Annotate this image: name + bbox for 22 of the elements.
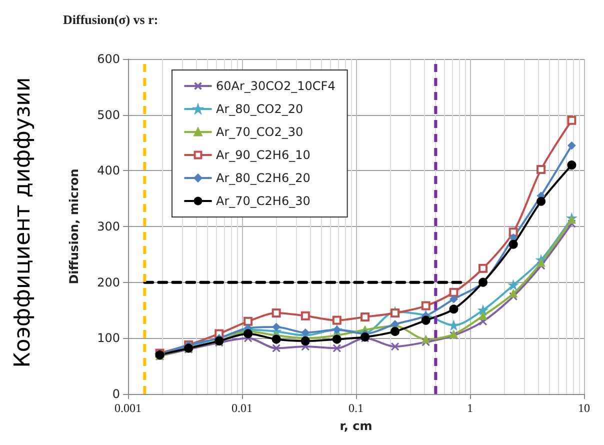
legend-label: Ar_70_C2H6_30: [216, 194, 310, 208]
y-tick-label: 200: [97, 275, 120, 290]
legend-label: Ar_80_CO2_20: [216, 102, 304, 116]
legend-label: 60Ar_30CO2_10CF4: [216, 79, 336, 93]
y-tick-label: 500: [97, 108, 120, 122]
text: Коэффициент диффузии: [10, 77, 36, 368]
y-tick-label: 0: [112, 387, 120, 401]
x-tick-label: 0.1: [348, 401, 364, 415]
y-tick-label: 600: [97, 52, 120, 66]
legend-label: Ar_80_C2H6_20: [216, 171, 310, 185]
y-axis-title: Diffusion, micron: [67, 168, 81, 284]
legend-label: Ar_70_CO2_30: [216, 125, 304, 139]
x-tick-label: 0.01: [232, 401, 252, 415]
x-tick-label: 10: [578, 401, 590, 415]
y-tick-label: 100: [97, 331, 120, 346]
y-tick-label: 300: [97, 220, 120, 234]
x-tick-label: 1: [467, 401, 473, 415]
chart-title: Diffusion(σ) vs r:: [63, 12, 158, 27]
legend-label: Ar_90_C2H6_10: [216, 148, 310, 162]
x-axis-title: r, cm: [340, 419, 372, 433]
y-tick-label: 400: [97, 164, 120, 178]
x-tick-label: 0.001: [114, 401, 142, 415]
